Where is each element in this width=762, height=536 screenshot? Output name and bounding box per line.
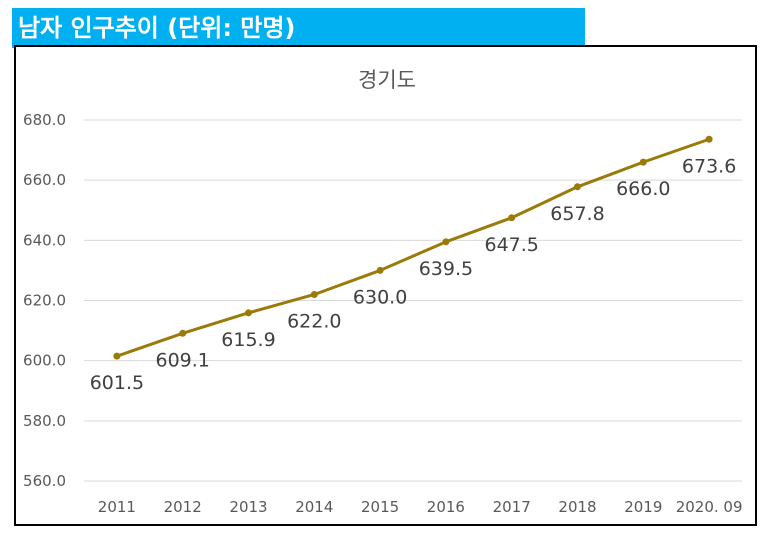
data-label: 647.5 [484,234,538,256]
data-point [639,158,647,166]
y-tick-label: 620.0 [23,292,66,310]
data-label: 615.9 [221,329,275,351]
y-tick-label: 640.0 [23,231,66,249]
y-axis-ticks: 560.0 580.0 600.0 620.0 640.0 660.0 680.0 [23,111,66,490]
data-point [442,238,450,246]
x-tick-label: 2018 [558,498,596,516]
y-tick-label: 660.0 [23,171,66,189]
data-label: 666.0 [616,178,670,200]
series-line [116,137,710,358]
x-tick-label: 2013 [229,498,267,516]
chart-title: 경기도 [358,68,416,92]
x-tick-label: 2019 [624,498,662,516]
x-tick-label: 2012 [164,498,202,516]
data-points [113,135,713,360]
data-label: 601.5 [90,372,144,394]
y-tick-label: 600.0 [23,352,66,370]
x-axis-ticks: 2011 2012 2013 2014 2015 2016 2017 2018 2019 2020… [98,498,743,516]
gridlines [84,119,742,482]
x-tick-label: 2020. 09 [676,498,743,516]
data-point [179,329,187,337]
data-label: 657.8 [550,203,604,225]
data-point [376,266,384,274]
data-point [508,214,516,222]
y-tick-label: 560.0 [23,472,66,490]
x-tick-label: 2017 [493,498,531,516]
data-point [113,352,121,360]
x-tick-label: 2011 [98,498,136,516]
data-label: 622.0 [287,310,341,332]
data-point [310,290,318,298]
x-tick-label: 2014 [295,498,333,516]
chart-area [14,45,757,526]
y-tick-label: 580.0 [23,412,66,430]
x-tick-label: 2015 [361,498,399,516]
data-label: 639.5 [419,258,473,280]
data-point [705,135,713,143]
y-tick-label: 680.0 [23,111,66,129]
data-point [245,309,252,317]
data-label: 630.0 [353,286,407,308]
data-label: 673.6 [682,155,736,177]
data-label: 609.1 [155,349,209,371]
data-point [574,183,581,191]
data-labels: 601.5 609.1 615.9 622.0 630.0 639.5 647.5 657.8… [90,155,737,394]
chart-banner-title: 남자 인구추이 (단위: 만명) [12,8,585,48]
x-tick-label: 2016 [427,498,465,516]
